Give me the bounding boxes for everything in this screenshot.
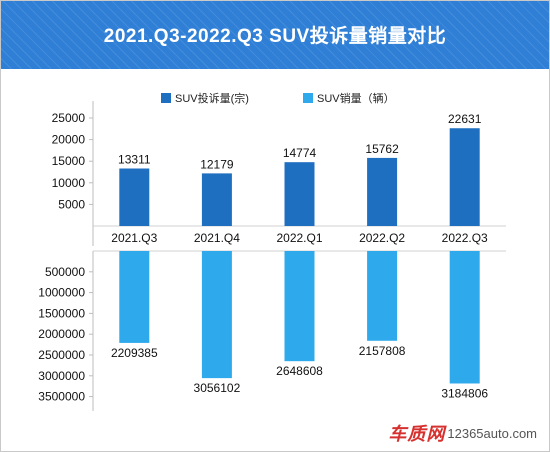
sales-y-tick-label: 2500000 [38,348,85,362]
complaints-y-tick-label: 10000 [52,176,86,190]
legend-label-sales: SUV销量（辆） [317,91,395,105]
watermark: 车质网 12365auto.com [388,421,537,445]
category-label: 2022.Q2 [359,231,405,245]
complaints-data-label: 12179 [200,157,234,171]
banner-pattern [1,1,549,69]
legend: SUV投诉量(宗) SUV销量（辆） [161,91,395,105]
legend-label-complaints: SUV投诉量(宗) [175,91,249,105]
complaints-data-label: 22631 [448,112,482,126]
complaints-panel: 25000 20000 15000 10000 5000 13311 2021.Q3 1217… [52,101,506,246]
sales-bar [284,251,315,362]
complaints-data-label: 14774 [283,146,317,160]
sales-y-tick-label: 500000 [45,265,85,279]
complaints-y-tick-label: 5000 [58,197,85,211]
watermark-site: 12365auto.com [447,425,537,441]
chart-title: 2021.Q3-2022.Q3 SUV投诉量销量对比 [103,26,447,47]
sales-y-tick-label: 3500000 [38,390,85,404]
sales-y-tick-label: 3000000 [38,369,85,383]
sales-data-label: 2648608 [276,364,323,378]
sales-y-tick-label: 1500000 [38,306,85,320]
category-label: 2022.Q3 [442,231,488,245]
complaints-bar [284,162,315,226]
sales-data-label: 2157808 [359,344,406,358]
category-label: 2021.Q3 [111,231,157,245]
complaints-data-label: 15762 [365,142,399,156]
complaints-bar [367,157,398,226]
category-label: 2022.Q1 [276,231,322,245]
legend-swatch-sales [303,93,313,103]
sales-data-label: 3056102 [194,381,241,395]
sales-panel: 500000 1000000 1500000 2000000 2500000 300000… [38,250,506,411]
complaints-data-label: 13311 [118,152,151,166]
category-label: 2021.Q4 [194,231,240,245]
complaints-y-tick-label: 20000 [52,133,86,147]
sales-y-tick-label: 1000000 [38,286,85,300]
sales-bar [367,251,398,341]
sales-bar [201,251,232,379]
sales-bar [449,251,480,384]
watermark-brand: 车质网 [388,424,446,444]
complaints-y-tick-label: 25000 [52,111,86,125]
complaints-bar [119,168,150,226]
legend-swatch-complaints [161,93,171,103]
sales-data-label: 3184806 [441,386,488,400]
title-banner: 2021.Q3-2022.Q3 SUV投诉量销量对比 [1,1,549,69]
sales-y-tick-label: 2000000 [38,327,85,341]
sales-data-label: 2209385 [111,346,158,360]
complaints-bar [449,128,480,226]
sales-bar [119,251,150,343]
complaints-bar [201,173,232,226]
complaints-y-tick-label: 15000 [52,154,86,168]
